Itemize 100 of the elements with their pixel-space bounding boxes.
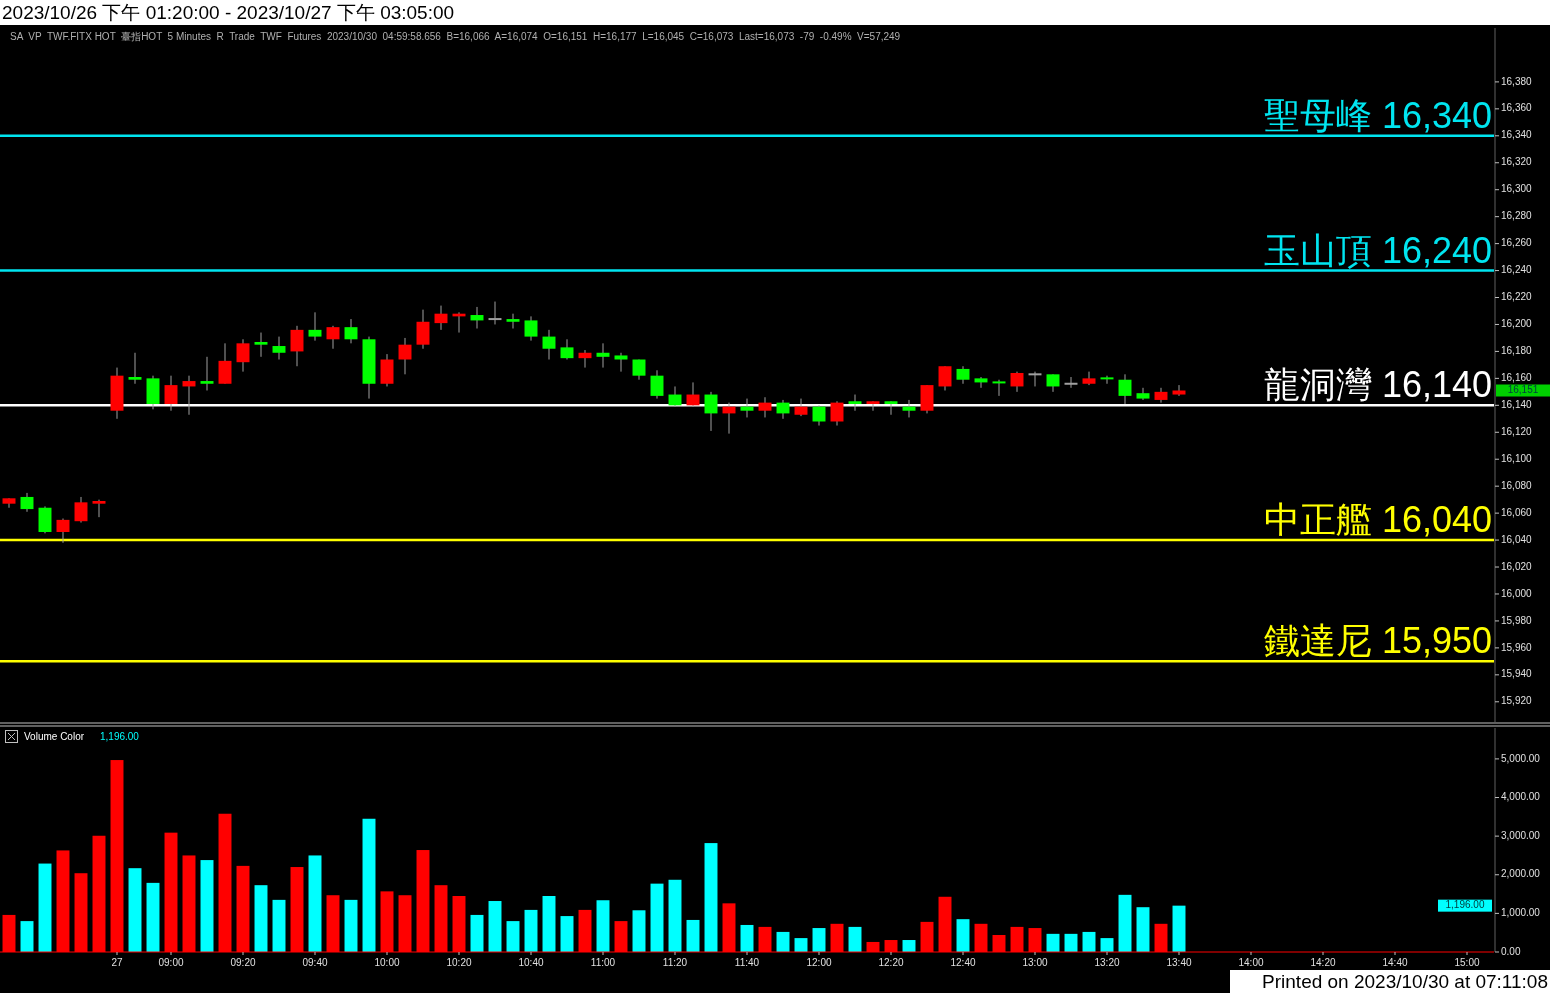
- x-tick-label: 11:20: [662, 957, 688, 968]
- x-tick-label: 14:40: [1382, 957, 1408, 968]
- y-tick-label: 16,140: [1501, 398, 1533, 410]
- chart-title: Volume Color: [24, 731, 85, 742]
- candlestick: [272, 336, 286, 360]
- bar: [254, 885, 268, 952]
- y-tick-label: 15,980: [1501, 614, 1533, 626]
- ref-line-label: 鐵達尼 15,950: [1263, 620, 1492, 662]
- ref-line-label: 聖母峰 16,340: [1263, 94, 1492, 136]
- candlestick: [74, 496, 88, 524]
- y-tick-label: 15,920: [1501, 695, 1533, 707]
- candlestick: [524, 315, 538, 342]
- candlestick: [236, 338, 250, 373]
- x-tick-label: 11:40: [734, 957, 760, 968]
- y-tick-label: 16,060: [1501, 506, 1533, 518]
- candlestick: [794, 398, 808, 417]
- bar: [344, 899, 358, 952]
- x-tick-label: 12:20: [878, 957, 904, 968]
- candlestick: [560, 338, 574, 360]
- y-tick-label: 16,020: [1501, 560, 1533, 572]
- candlestick: [992, 379, 1006, 397]
- y-tick-label: 15,940: [1501, 668, 1533, 680]
- bar: [956, 919, 970, 952]
- y-tick-label: 16,220: [1501, 291, 1533, 303]
- x-tick-label: 13:00: [1022, 957, 1048, 968]
- candlestick: [1172, 384, 1186, 397]
- x-tick-label: 14:20: [1310, 957, 1336, 968]
- y-tick-label: 16,000: [1501, 587, 1533, 599]
- y-tick-label: 16,180: [1501, 345, 1533, 357]
- y-tick-label: 16,360: [1501, 102, 1533, 114]
- text: 1,196.00: [1445, 899, 1485, 911]
- candlestick: [974, 376, 988, 389]
- bar: [506, 921, 520, 952]
- x-tick-label: 13:40: [1166, 957, 1192, 968]
- bar: [470, 914, 484, 952]
- candlestick: [542, 329, 556, 360]
- y-tick-label: 16,260: [1501, 237, 1533, 249]
- candlestick: [164, 375, 178, 412]
- bar: [200, 860, 214, 952]
- x-tick-label: 11:00: [590, 957, 616, 968]
- x-tick-label: 12:40: [950, 957, 976, 968]
- candlestick: [866, 400, 880, 412]
- y-tick-label: 0.00: [1501, 945, 1521, 957]
- y-tick-label: 16,240: [1501, 264, 1533, 276]
- chart-title: 2023/10/26 下午 01:20:00 - 2023/10/27 下午 03:05:00: [2, 2, 455, 23]
- bar: [632, 910, 646, 952]
- y-tick-label: 16,340: [1501, 129, 1533, 141]
- candlestick: [416, 309, 430, 350]
- bar: [596, 900, 610, 952]
- bar: [542, 896, 556, 952]
- candlestick: [1100, 375, 1114, 385]
- y-tick-label: 2,000.00: [1501, 868, 1541, 880]
- candlestick: [596, 342, 610, 369]
- candlestick: [1028, 371, 1042, 387]
- candlestick: [848, 394, 862, 412]
- y-tick-label: 16,320: [1501, 156, 1533, 168]
- candlestick: [1136, 387, 1150, 401]
- candlestick: [614, 352, 628, 373]
- candlestick: [1064, 376, 1078, 389]
- x-tick-label: 13:20: [1094, 957, 1120, 968]
- candlestick: [398, 337, 412, 375]
- bar: [488, 901, 502, 952]
- candlestick: [650, 369, 664, 400]
- text: 16,151: [1507, 384, 1539, 396]
- bar: [146, 882, 160, 952]
- candlestick: [344, 318, 358, 344]
- bar: [1136, 907, 1150, 952]
- candlestick: [326, 325, 340, 350]
- y-tick-label: 4,000.00: [1501, 791, 1541, 803]
- bar: [1172, 905, 1186, 952]
- y-tick-label: 3,000.00: [1501, 829, 1541, 841]
- candlestick: [902, 399, 916, 418]
- candlestick: [938, 365, 952, 391]
- candlestick: [884, 400, 898, 416]
- candlestick: [20, 492, 34, 513]
- y-tick-label: 16,100: [1501, 452, 1533, 464]
- x-tick-label: 10:40: [518, 957, 544, 968]
- ref-line-label: 玉山頂 16,240: [1263, 229, 1492, 271]
- y-tick-label: 16,380: [1501, 75, 1533, 87]
- x-tick-label: 15:00: [1454, 957, 1480, 968]
- annotation: 1,196.00: [100, 731, 140, 742]
- x-tick-label: 09:00: [158, 957, 184, 968]
- ref-line-label: 龍洞灣 16,140: [1263, 364, 1492, 406]
- candlestick: [1082, 371, 1096, 386]
- bar: [668, 879, 682, 952]
- ref-line-label: 中正艦 16,040: [1263, 499, 1492, 541]
- candlestick: [92, 499, 106, 518]
- candlestick: [758, 396, 772, 418]
- y-tick-label: 1,000.00: [1501, 907, 1541, 919]
- bar: [362, 818, 376, 952]
- candlestick: [308, 311, 322, 342]
- bar: [686, 919, 700, 952]
- y-tick-label: 5,000.00: [1501, 752, 1541, 764]
- x-tick-label: 27: [111, 957, 123, 968]
- bar: [650, 883, 664, 952]
- y-tick-label: 16,120: [1501, 425, 1533, 437]
- y-tick-label: 16,080: [1501, 479, 1533, 491]
- candlestick: [128, 352, 142, 385]
- bar: [128, 868, 142, 952]
- candlestick: [488, 301, 502, 325]
